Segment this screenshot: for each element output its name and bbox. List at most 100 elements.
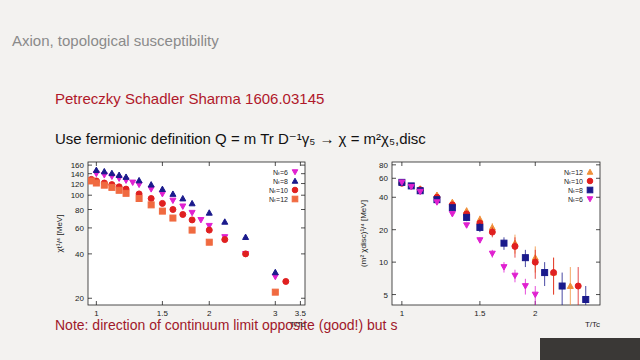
marker [109,184,115,190]
legend-label: Nₜ=6 [273,169,288,176]
y-tick [88,227,92,228]
marker [399,179,405,185]
y-tick [301,209,305,210]
marker [542,270,548,276]
marker [272,289,278,295]
y-tick [88,195,92,196]
y-tick [88,298,92,299]
legend-label: Nₜ=12 [564,169,583,176]
marker [206,227,212,233]
x-tick [401,162,402,166]
marker [464,223,470,228]
marker [136,177,142,182]
marker [189,210,195,215]
y-tick [596,178,600,179]
chart: 5102040608011.52T/Tc(m² χdisc)¹/⁴ [MeV]N… [359,161,600,329]
y-tick-label: 10 [379,258,388,267]
y-axis-label: (m² χdisc)¹/⁴ [MeV] [359,200,368,267]
x-tick [300,162,301,166]
x-tick [209,301,210,305]
marker [532,259,538,265]
marker [93,180,99,186]
marker [189,200,195,205]
marker [170,207,176,213]
legend-marker [292,196,298,202]
marker [575,283,581,289]
marker [93,167,99,172]
marker [408,184,414,189]
marker [170,215,176,221]
marker [101,168,107,173]
marker [180,195,186,200]
legend-marker [587,169,593,174]
legend-marker [292,178,298,183]
marker [198,218,204,223]
marker [512,273,518,278]
x-tick-label: 3 [273,309,278,318]
y-tick [301,298,305,299]
y-tick [301,183,305,184]
legend-marker [292,170,298,175]
y-tick-label: 140 [71,170,85,179]
marker [408,183,414,189]
x-tick [162,162,163,166]
data-points [399,179,589,305]
x-tick [96,301,97,305]
x-tick-label: 2 [533,309,538,318]
y-tick-label: 60 [75,224,84,233]
y-tick-label: 40 [75,250,84,259]
y-tick [301,227,305,228]
y-tick [392,197,396,198]
marker [170,198,176,203]
x-tick [96,162,97,166]
marker [551,270,557,276]
y-tick [301,195,305,196]
slide-background [0,0,640,360]
y-tick-label: 100 [71,191,85,200]
legend-label: Nₜ=10 [269,187,288,194]
legend-marker [587,178,593,184]
marker [222,237,228,243]
marker [148,187,154,192]
marker [464,214,470,220]
marker [434,200,440,205]
y-tick-label: 20 [75,294,84,303]
marker [159,200,165,206]
x-tick-label: 1 [94,309,99,318]
marker [123,190,129,196]
x-tick [535,162,536,166]
x-tick [162,301,163,305]
y-tick [596,229,600,230]
marker [477,224,483,230]
marker [559,283,565,289]
y-axis-label: χt¹/⁴ [MeV] [55,215,64,253]
y-tick-label: 60 [379,174,388,183]
y-tick [301,165,305,166]
data-points [88,167,288,295]
marker [148,202,154,208]
marker [101,182,107,188]
legend-label: Nₜ=8 [568,187,583,194]
legend-marker [292,187,298,193]
y-tick-label: 5 [384,291,389,300]
marker [243,251,249,257]
legend-label: Nₜ=12 [269,196,288,203]
video-inset [540,338,640,360]
y-tick [301,173,305,174]
x-axis-label: T/Tc [290,320,305,329]
legend-label: Nₜ=8 [273,178,288,185]
marker [243,251,249,256]
y-tick-label: 160 [71,161,85,170]
note: Note: direction of continuum limit oppos… [55,317,397,333]
marker [501,240,507,246]
y-tick-label: 80 [75,206,84,215]
marker [159,192,165,197]
y-tick [596,262,600,263]
legend-marker [587,197,593,202]
marker [489,229,495,235]
x-tick [275,162,276,166]
legend-label: Nₜ=6 [568,196,583,203]
slide: Axion, topological susceptibilityPetrecz… [0,0,640,360]
marker [116,172,122,177]
marker [449,205,455,211]
